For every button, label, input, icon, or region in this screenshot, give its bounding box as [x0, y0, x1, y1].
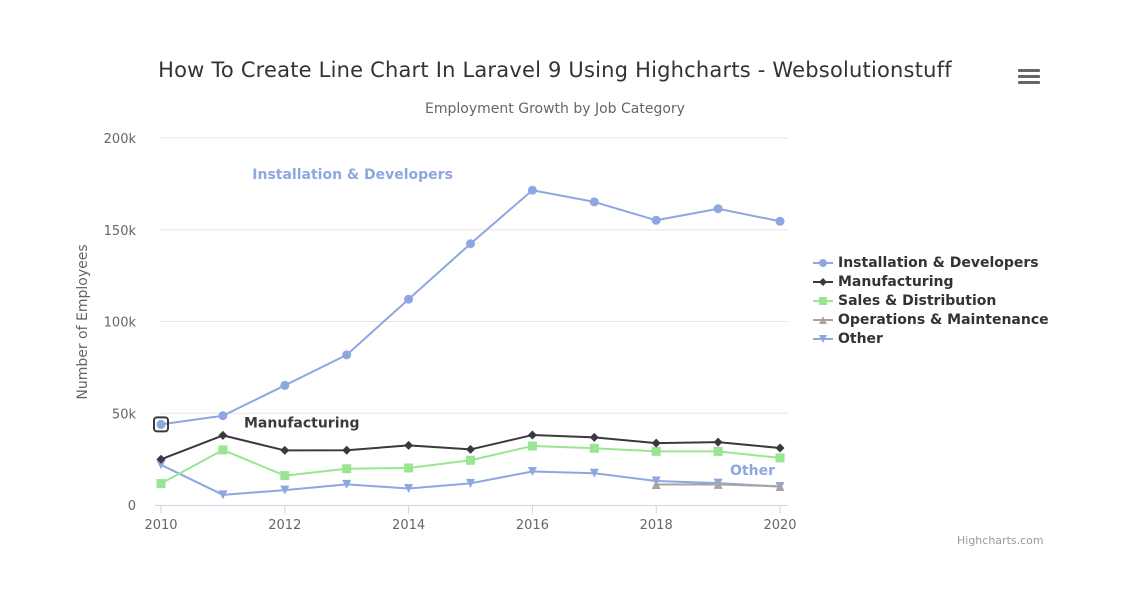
- legend-symbol-manufacturing: [813, 277, 833, 286]
- credits-link[interactable]: Highcharts.com: [957, 534, 1044, 547]
- series-markers: [153, 185, 785, 500]
- legend-item-operations-maintenance[interactable]: Operations & Maintenance: [812, 310, 1049, 329]
- y-tick-label: 100k: [104, 316, 137, 331]
- data-point-installation-developers[interactable]: [527, 185, 537, 195]
- data-point-installation-developers[interactable]: [342, 350, 352, 360]
- data-point-sales-distribution[interactable]: [156, 478, 166, 488]
- legend-item-sales-distribution[interactable]: Sales & Distribution: [812, 291, 1049, 310]
- data-point-installation-developers[interactable]: [713, 204, 723, 214]
- series-label-other: Other: [730, 463, 775, 479]
- legend-label: Other: [838, 330, 883, 347]
- data-point-other[interactable]: [156, 460, 166, 470]
- data-point-installation-developers[interactable]: [218, 411, 228, 421]
- axes: 0 50k 100k 150k 200k 2010 2012 2014 2016 2018 2020: [104, 132, 797, 533]
- legend-label: Sales & Distribution: [838, 292, 997, 309]
- data-point-operations-maintenance[interactable]: [713, 479, 723, 489]
- x-tick-label: 2018: [640, 518, 673, 533]
- legend-symbol-other: [813, 334, 833, 343]
- data-point-sales-distribution[interactable]: [466, 455, 475, 465]
- data-point-installation-developers[interactable]: [156, 419, 166, 429]
- data-point-manufacturing[interactable]: [713, 437, 723, 447]
- data-point-manufacturing[interactable]: [280, 445, 290, 455]
- data-point-sales-distribution[interactable]: [527, 441, 537, 451]
- data-point-sales-distribution[interactable]: [404, 463, 414, 473]
- data-point-sales-distribution[interactable]: [342, 464, 352, 474]
- data-point-manufacturing[interactable]: [342, 445, 352, 455]
- legend-symbol-sales-distribution: [813, 296, 833, 305]
- series-line-installation-developers[interactable]: [160, 189, 781, 426]
- data-point-sales-distribution[interactable]: [280, 471, 290, 481]
- data-point-operations-maintenance[interactable]: [775, 482, 785, 492]
- y-tick-label: 50k: [112, 407, 137, 422]
- data-point-other[interactable]: [342, 479, 352, 489]
- series-label-installation-developers: Installation & Developers: [252, 167, 453, 183]
- data-point-installation-developers[interactable]: [280, 380, 290, 390]
- data-point-manufacturing[interactable]: [589, 432, 599, 442]
- data-point-manufacturing[interactable]: [775, 443, 785, 453]
- legend-item-other[interactable]: Other: [812, 329, 1049, 348]
- x-tick-label: 2020: [763, 518, 796, 533]
- x-tick-label: 2016: [516, 518, 549, 533]
- data-point-sales-distribution[interactable]: [218, 445, 228, 455]
- y-tick-label: 150k: [104, 224, 137, 239]
- legend-label: Manufacturing: [838, 273, 954, 290]
- data-point-other[interactable]: [404, 484, 414, 494]
- y-tick-label: 200k: [104, 132, 137, 147]
- data-point-manufacturing[interactable]: [651, 438, 661, 448]
- data-point-installation-developers[interactable]: [404, 294, 414, 304]
- data-point-manufacturing[interactable]: [218, 430, 228, 440]
- legend-item-installation-developers[interactable]: Installation & Developers: [812, 253, 1049, 272]
- legend-label: Operations & Maintenance: [838, 311, 1049, 328]
- data-point-installation-developers[interactable]: [651, 215, 661, 225]
- data-point-manufacturing[interactable]: [404, 440, 414, 450]
- chart-subtitle: Employment Growth by Job Category: [425, 101, 685, 117]
- legend-symbol-operations-maintenance: [813, 315, 833, 324]
- chart-title: How To Create Line Chart In Laravel 9 Us…: [158, 58, 952, 82]
- data-point-sales-distribution[interactable]: [713, 446, 723, 456]
- data-point-other[interactable]: [589, 468, 599, 478]
- data-point-installation-developers[interactable]: [466, 239, 475, 249]
- data-point-other[interactable]: [527, 466, 537, 476]
- data-point-installation-developers[interactable]: [589, 197, 599, 207]
- data-point-manufacturing[interactable]: [466, 444, 475, 454]
- data-point-other[interactable]: [280, 485, 290, 495]
- hamburger-menu-icon[interactable]: [1014, 66, 1044, 90]
- data-point-installation-developers[interactable]: [775, 216, 785, 226]
- data-point-sales-distribution[interactable]: [775, 453, 785, 463]
- data-point-other[interactable]: [218, 490, 228, 500]
- legend-label: Installation & Developers: [838, 254, 1039, 271]
- series-labels: Installation & Developers Manufacturing Ot…: [244, 167, 775, 479]
- y-tick-label: 0: [128, 499, 136, 514]
- series-label-manufacturing: Manufacturing: [244, 415, 360, 431]
- x-tick-label: 2012: [268, 518, 301, 533]
- grid-lines: [161, 137, 788, 414]
- data-point-manufacturing[interactable]: [527, 430, 537, 440]
- legend: Installation & Developers Manufacturing Sa…: [812, 253, 1049, 348]
- data-point-other[interactable]: [466, 478, 475, 488]
- data-point-sales-distribution[interactable]: [589, 443, 599, 453]
- x-tick-label: 2010: [144, 518, 177, 533]
- legend-symbol-installation-developers: [813, 258, 833, 267]
- data-point-manufacturing[interactable]: [156, 454, 166, 464]
- x-tick-label: 2014: [392, 518, 425, 533]
- y-axis-label: Number of Employees: [75, 244, 91, 399]
- data-point-operations-maintenance[interactable]: [651, 480, 661, 490]
- highlighted-point-halo: [153, 416, 169, 433]
- data-point-sales-distribution[interactable]: [651, 446, 661, 456]
- legend-item-manufacturing[interactable]: Manufacturing: [812, 272, 1049, 291]
